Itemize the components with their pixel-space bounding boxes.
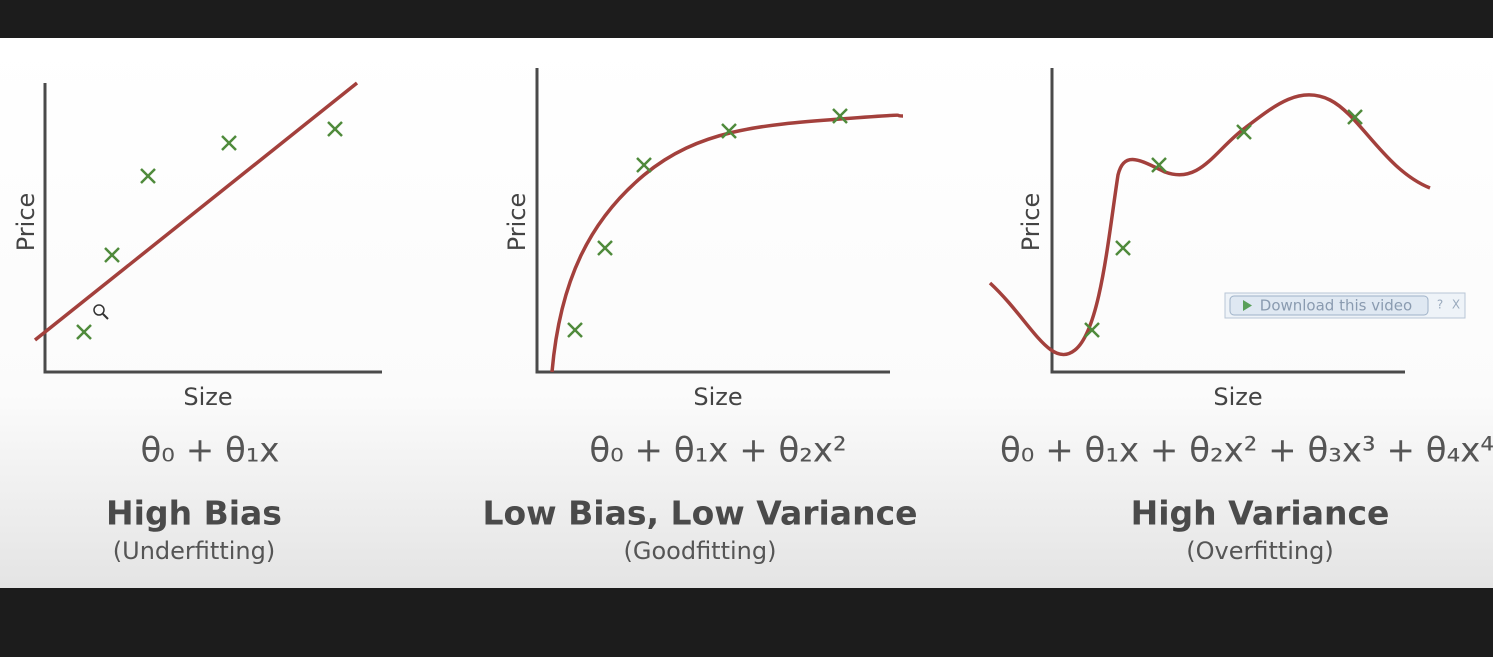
formula: θ₀ + θ₁x + θ₂x²	[589, 431, 846, 471]
title: Low Bias, Low Variance	[482, 494, 917, 533]
fit-curve	[550, 113, 904, 373]
title: High Variance	[1131, 494, 1390, 533]
cursor	[93, 304, 109, 320]
panel-goodfit: Price Size θ₀ + θ₁x + θ₂x² Low Bias, Low…	[482, 68, 918, 565]
panel-underfit: Price Size θ₀ + θ₁x High Bias (Underfitt…	[12, 81, 382, 565]
y-axis-label: Price	[1017, 193, 1045, 252]
y-axis-label: Price	[12, 193, 40, 252]
y-axis-label: Price	[503, 193, 531, 252]
subtitle: (Overfitting)	[1186, 537, 1334, 565]
subtitle: (Goodfitting)	[624, 537, 777, 565]
x-axis-label: Size	[183, 383, 232, 411]
download-widget: Download this video ? X	[1224, 292, 1466, 319]
fit-line	[33, 81, 359, 342]
help-button[interactable]: ?	[1437, 298, 1443, 312]
x-axis-label: Size	[1213, 383, 1262, 411]
download-label[interactable]: Download this video	[1260, 297, 1412, 315]
subtitle: (Underfitting)	[113, 537, 275, 565]
close-button[interactable]: X	[1452, 298, 1460, 312]
panel-overfit: Price Size θ₀ + θ₁x + θ₂x² + θ₃x³ + θ₄x⁴…	[988, 68, 1493, 565]
x-axis-label: Size	[693, 383, 742, 411]
formula: θ₀ + θ₁x + θ₂x² + θ₃x³ + θ₄x⁴	[1000, 431, 1493, 471]
formula: θ₀ + θ₁x	[140, 431, 279, 471]
axes	[1050, 68, 1405, 374]
download-button[interactable]: Download this video	[1229, 295, 1429, 316]
title: High Bias	[106, 494, 282, 533]
axes	[535, 68, 890, 374]
axes	[43, 83, 382, 374]
